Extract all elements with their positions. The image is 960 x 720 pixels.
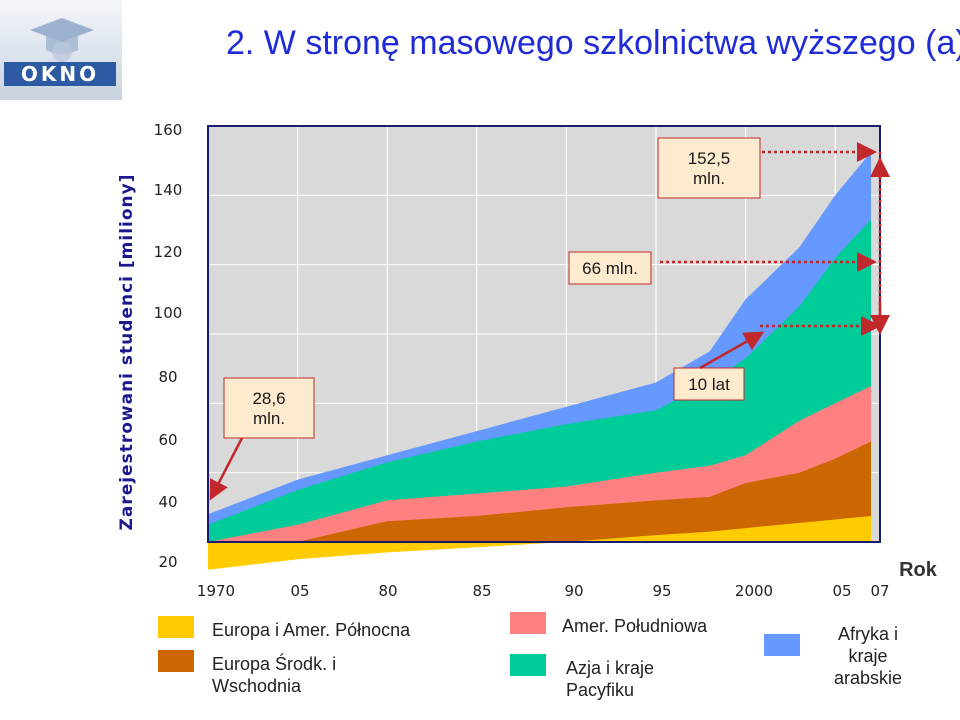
legend-swatch [510, 654, 546, 676]
x-tick-label: 05 [290, 582, 309, 600]
legend-label: Europa i Amer. Północna [212, 620, 411, 640]
legend-label: kraje [848, 646, 887, 666]
x-tick-label: 80 [378, 582, 397, 600]
y-tick-label: 160 [154, 121, 183, 139]
legend-swatch [510, 612, 546, 634]
x-tick-label: 07 [870, 582, 889, 600]
okno-logo: OKNO [0, 0, 122, 100]
arrow-10-lat [699, 331, 765, 370]
arrow-28-6 [209, 437, 244, 501]
x-tick-label: 90 [564, 582, 583, 600]
x-tick-label: 2000 [735, 582, 773, 600]
y-axis-label: Zarejestrowani studenci [miliony] [117, 174, 137, 531]
callout-box [657, 137, 761, 199]
legend-label: Amer. Południowa [562, 616, 708, 636]
callout-text: mln. [253, 409, 285, 428]
x-tick-label: 85 [472, 582, 491, 600]
x-axis-label: Rok [899, 559, 938, 581]
legend-label: Wschodnia [212, 676, 302, 696]
callout-box [223, 377, 315, 439]
svg-text:OKNO: OKNO [21, 62, 99, 86]
legend-label: Azja i kraje [566, 658, 654, 678]
callout-text: 152,5 [688, 149, 731, 168]
y-tick-label: 60 [158, 431, 177, 449]
legend-label: arabskie [834, 668, 902, 688]
area-series-4 [208, 219, 871, 542]
y-tick-label: 140 [154, 181, 183, 199]
page-title: 2. W stronę masowego szkolnictwa wyższeg… [226, 24, 960, 62]
y-tick-label: 80 [158, 368, 177, 386]
callout-text: 10 lat [688, 375, 730, 394]
callout-box [568, 251, 652, 285]
callout-text: 28,6 [252, 389, 285, 408]
x-tick-label: 1970 [197, 582, 235, 600]
y-tick-label: 40 [158, 493, 177, 511]
legend-swatch [158, 616, 194, 638]
legend-label: Europa Środk. i [212, 653, 336, 674]
x-tick-label: 05 [832, 582, 851, 600]
chart-area: 20 40 60 80 100 120 140 160 1970 05 80 85 90 95 2000 05… [117, 121, 938, 700]
legend-label: Afryka i [838, 624, 898, 644]
y-tick-label: 100 [154, 304, 183, 322]
y-tick-label: 20 [158, 553, 177, 571]
area-series-2 [208, 441, 871, 560]
legend-swatch [158, 650, 194, 672]
callout-box [673, 367, 745, 401]
callout-text: 66 mln. [582, 259, 638, 278]
callout-text: mln. [693, 169, 725, 188]
legend-swatch [764, 634, 800, 656]
legend-label: Pacyfiku [566, 680, 634, 700]
x-tick-label: 95 [652, 582, 671, 600]
y-tick-label: 120 [154, 243, 183, 261]
